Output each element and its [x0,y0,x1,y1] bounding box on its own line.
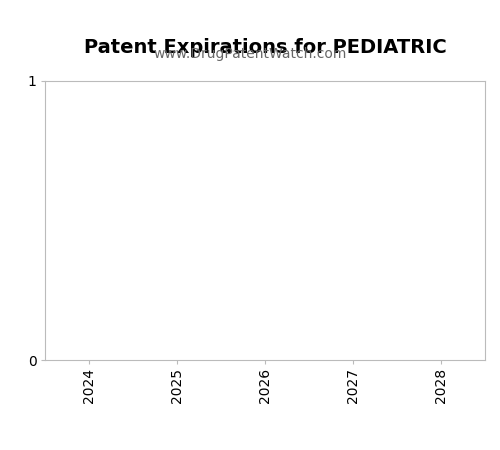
Text: www.DrugPatentWatch.com: www.DrugPatentWatch.com [154,47,346,61]
Title: Patent Expirations for PEDIATRIC: Patent Expirations for PEDIATRIC [84,38,446,57]
